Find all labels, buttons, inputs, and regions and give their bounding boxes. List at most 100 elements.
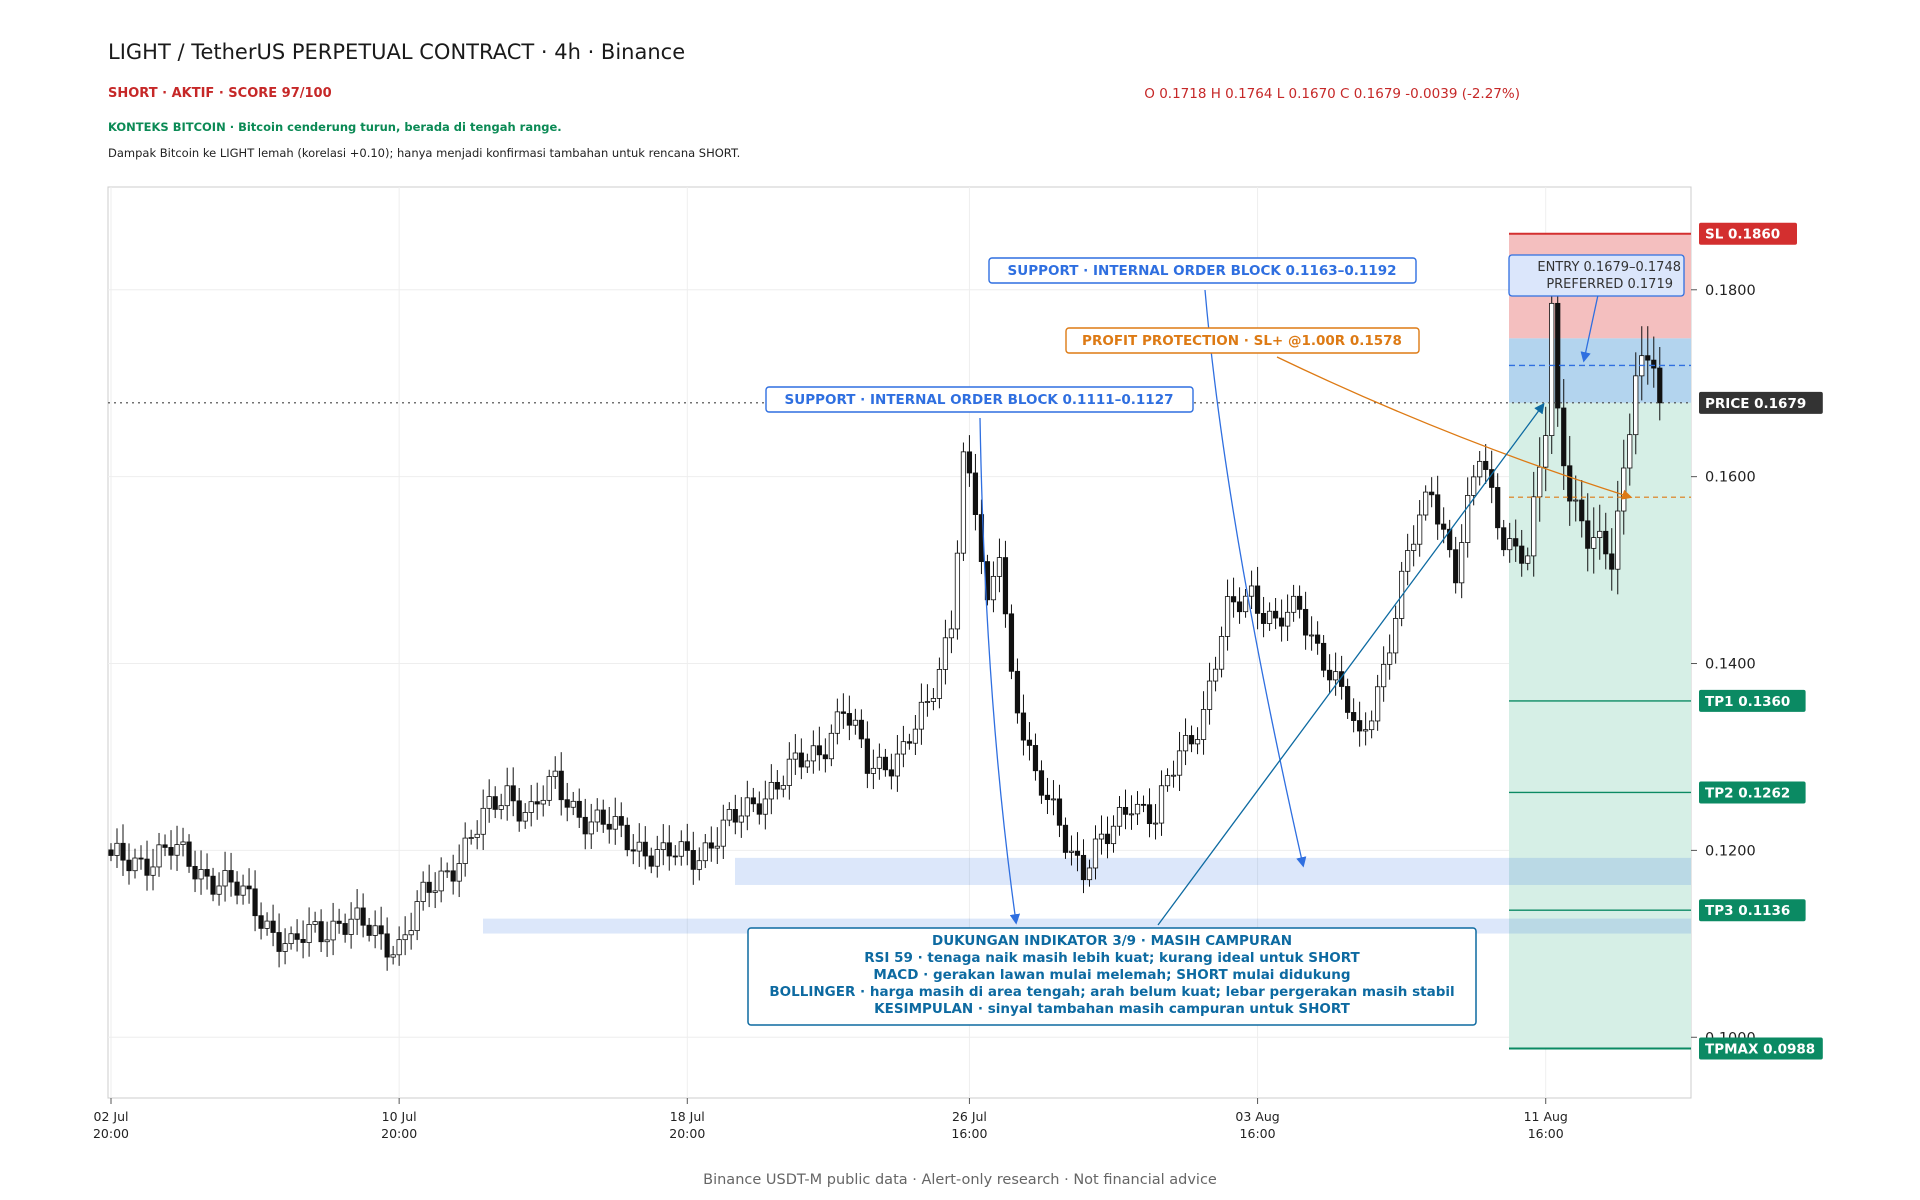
candle [1008,604,1015,680]
candle [1315,621,1321,655]
indicator-macd: MACD · gerakan lawan mulai melemah; SHOR… [873,967,1350,983]
candle [684,823,690,866]
candle [1375,674,1381,731]
candle [1513,519,1519,562]
level-tag-price: PRICE 0.1679 [1699,391,1823,414]
candle [570,791,576,816]
candle [522,803,528,829]
candle [492,786,498,819]
protection-arrow [1276,356,1633,500]
candle [456,844,462,898]
candle [366,917,372,942]
indicator-title: DUKUNGAN INDIKATOR 3/9 · MASIH CAMPURAN [932,933,1292,949]
candle [498,793,504,820]
candle [882,748,888,777]
candle [636,823,642,867]
candle [378,906,384,950]
svg-text:PRICE 0.1679: PRICE 0.1679 [1705,396,1806,412]
candle [600,799,606,833]
candle [1417,500,1423,557]
candle [696,847,702,881]
candle [1435,475,1441,540]
candle [1567,435,1573,526]
y-tick-label: 0.1800 [1705,283,1756,299]
candle [222,851,228,902]
y-tick-label: 0.1200 [1705,843,1756,859]
x-tick-label: 20:00 [381,1126,417,1141]
candle [348,902,354,949]
candle [288,926,294,950]
candle [402,916,408,956]
svg-text:TPMAX 0.0988: TPMAX 0.0988 [1705,1041,1815,1057]
candle [912,715,919,755]
x-tick-label: 26 Jul [952,1109,987,1124]
candle [1002,540,1009,628]
x-tick-label: 10 Jul [382,1109,417,1124]
candle [750,787,756,813]
x-tick-label: 16:00 [951,1126,987,1141]
candle [1158,770,1165,836]
indicator-box [747,927,1477,1026]
candle [1062,817,1069,859]
x-tick-label: 20:00 [669,1126,705,1141]
candle [828,724,834,767]
candle [762,780,768,830]
candle [282,928,288,965]
candle [240,874,246,905]
candle [756,791,762,825]
candle [444,862,450,878]
candle [558,752,564,816]
candle [1194,727,1201,755]
candle [480,789,486,850]
level-tag-tp2: TP2 0.1262 [1699,781,1806,804]
candle [1531,471,1537,577]
level-tags: SL 0.1860 PRICE 0.1679 TP1 0.1360 TP2 0.126… [1699,222,1823,1060]
candle [714,827,720,864]
entry-box [1508,254,1685,297]
candle [1387,634,1393,680]
x-tick-label: 02 Jul [94,1109,129,1124]
entry-preferred-label: PREFERRED 0.1719 [1546,277,1673,292]
candle [234,871,240,905]
candle [318,909,324,952]
candle [1230,577,1237,618]
candle [1176,731,1183,791]
indicator-rsi: RSI 59 · tenaga naik masih lebih kuat; k… [864,950,1360,966]
candle [1591,507,1597,574]
y-tick-label: 0.1400 [1705,657,1756,673]
candle [720,804,726,859]
svg-text:SL 0.1860: SL 0.1860 [1705,227,1780,243]
candle [414,890,420,941]
candle [450,854,456,895]
candle [1068,835,1075,866]
entry-zone [1509,338,1691,403]
candle [1302,591,1309,650]
candle [1218,626,1225,678]
candle [1152,804,1159,840]
candle [738,797,744,838]
candle [432,872,438,909]
candle [1627,413,1633,486]
candle [1296,585,1303,619]
candle [1633,352,1639,455]
candle [840,693,846,729]
candle [408,912,414,950]
candle [1266,602,1273,631]
entry-arrow [1580,294,1599,363]
candle [990,561,997,613]
candle [678,830,684,866]
candle [1122,789,1129,830]
candle [1363,712,1369,746]
candle [792,734,798,775]
candle [528,784,534,827]
candle [306,907,312,957]
candle [1260,596,1267,638]
candle [1080,839,1087,894]
candle [744,780,750,831]
candle [954,540,961,640]
trade-zones [483,233,1691,1049]
candle [1357,701,1363,747]
candle [780,775,786,798]
